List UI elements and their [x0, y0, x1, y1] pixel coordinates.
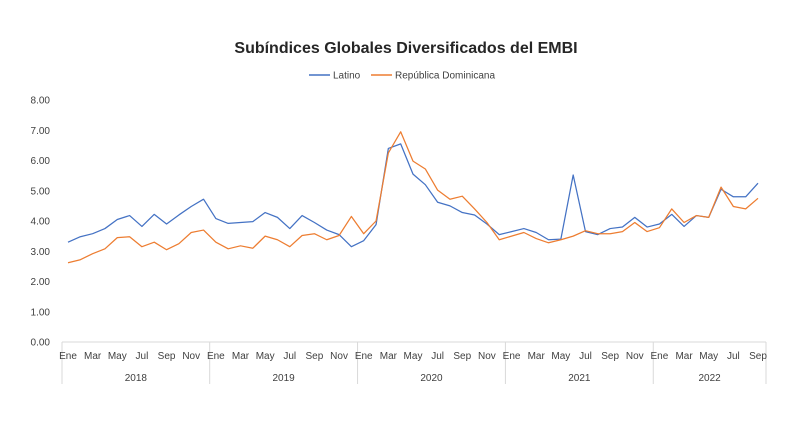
- x-month-label: Ene: [207, 351, 225, 362]
- y-tick-label: 8.00: [31, 96, 51, 107]
- x-month-label: Nov: [182, 351, 200, 362]
- x-month-label: Ene: [651, 351, 669, 362]
- x-month-label: Mar: [232, 351, 250, 362]
- x-year-label: 2018: [125, 373, 148, 384]
- legend-label-latino: Latino: [333, 71, 361, 82]
- chart-title: Subíndices Globales Diversificados del E…: [234, 40, 577, 57]
- y-tick-label: 0.00: [31, 338, 51, 349]
- x-month-label: Sep: [158, 351, 176, 362]
- x-month-label: Jul: [727, 351, 740, 362]
- y-tick-label: 2.00: [31, 277, 51, 288]
- y-tick-label: 7.00: [31, 126, 51, 137]
- x-month-label: Mar: [675, 351, 693, 362]
- x-month-label: May: [256, 351, 275, 362]
- x-month-label: Nov: [626, 351, 644, 362]
- x-year-label: 2020: [420, 373, 443, 384]
- x-month-label: Sep: [453, 351, 471, 362]
- x-month-label: Mar: [380, 351, 398, 362]
- x-axis: 2018 2019 2020 2021 2022 Ene Mar May Jul Sep Nov En…: [59, 341, 767, 384]
- legend-label-republica-dominicana: República Dominicana: [395, 71, 495, 82]
- legend: Latino República Dominicana: [309, 71, 495, 82]
- series-line-latino: [67, 143, 759, 248]
- y-tick-label: 1.00: [31, 307, 51, 318]
- y-tick-label: 4.00: [31, 217, 51, 228]
- x-month-label: Jul: [579, 351, 592, 362]
- y-tick-label: 3.00: [31, 247, 51, 258]
- x-month-label: Jul: [283, 351, 296, 362]
- x-year-label: 2022: [699, 373, 722, 384]
- x-month-label: Ene: [59, 351, 77, 362]
- x-year-label: 2021: [568, 373, 591, 384]
- x-month-label: Jul: [136, 351, 149, 362]
- x-month-label: Sep: [306, 351, 324, 362]
- x-year-label: 2019: [273, 373, 296, 384]
- x-month-label: May: [404, 351, 423, 362]
- y-tick-label: 6.00: [31, 156, 51, 167]
- y-tick-label: 5.00: [31, 186, 51, 197]
- x-month-label: May: [699, 351, 718, 362]
- plot-series: [67, 131, 759, 264]
- series-line-republica-dominicana: [67, 131, 759, 264]
- x-month-label: Ene: [355, 351, 373, 362]
- x-month-label: Jul: [431, 351, 444, 362]
- x-month-label: Nov: [478, 351, 496, 362]
- x-month-label: May: [551, 351, 570, 362]
- x-month-label: Nov: [330, 351, 348, 362]
- x-month-label: Mar: [528, 351, 546, 362]
- y-axis: 0.00 1.00 2.00 3.00 4.00 5.00 6.00 7.00 8.00: [31, 96, 51, 349]
- x-month-label: Sep: [601, 351, 619, 362]
- x-month-label: Mar: [84, 351, 102, 362]
- x-month-label: Ene: [503, 351, 521, 362]
- x-month-label: May: [108, 351, 127, 362]
- x-month-label: Sep: [749, 351, 767, 362]
